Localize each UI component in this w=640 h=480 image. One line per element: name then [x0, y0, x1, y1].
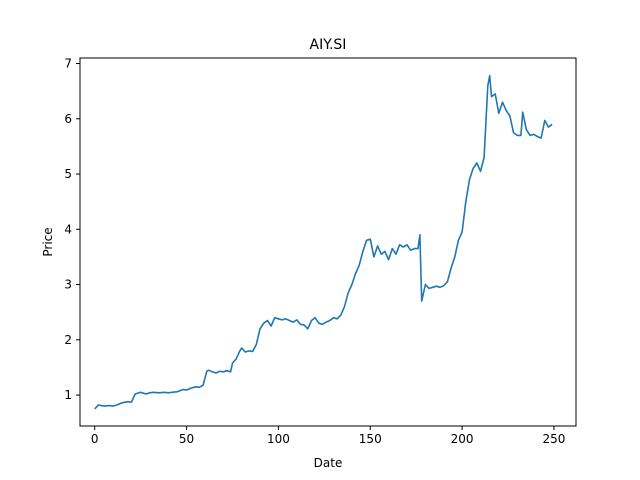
y-tick-label: 3 [64, 278, 72, 292]
y-tick-label: 1 [64, 388, 72, 402]
y-tick-label: 4 [64, 222, 72, 236]
plot-frame [79, 57, 577, 427]
y-tick-label: 7 [64, 57, 72, 71]
x-tick-label: 200 [451, 432, 474, 446]
x-tick-label: 0 [91, 432, 99, 446]
x-axis-ticks: 0 50 100 150 200 250 [91, 426, 566, 446]
y-tick-label: 5 [64, 167, 72, 181]
price-series-line [94, 74, 553, 410]
x-tick-label: 100 [267, 432, 290, 446]
chart-title: AIY.SI [310, 37, 347, 53]
y-axis-ticks: 1 2 3 4 5 6 7 [64, 57, 80, 402]
x-tick-label: 50 [179, 432, 194, 446]
y-axis-label: Price [41, 227, 55, 256]
y-tick-label: 6 [64, 112, 72, 126]
plot-area [94, 74, 553, 410]
x-axis-label: Date [314, 456, 343, 470]
x-tick-label: 250 [543, 432, 566, 446]
y-tick-label: 2 [64, 333, 72, 347]
x-tick-label: 150 [359, 432, 382, 446]
